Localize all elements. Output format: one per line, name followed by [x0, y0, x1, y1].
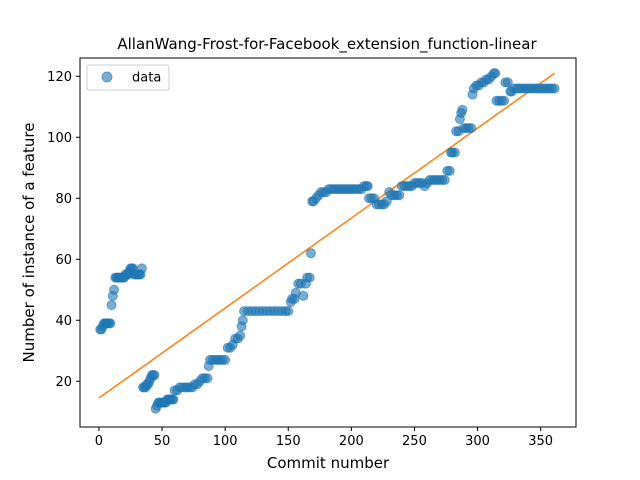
fit-line: [98, 72, 555, 399]
y-tick-label: 120: [47, 70, 72, 85]
x-tick-label: 200: [339, 434, 364, 449]
data-point: [237, 315, 248, 326]
data-point: [149, 370, 160, 381]
data-point: [136, 263, 147, 274]
x-axis-label: Commit number: [267, 454, 390, 472]
y-tick-label: 80: [55, 192, 72, 207]
data-point: [106, 300, 117, 311]
plot-area: [95, 68, 560, 414]
data-point: [305, 248, 316, 259]
y-tick-label: 20: [55, 375, 72, 390]
data-point: [466, 123, 477, 134]
x-tick-label: 250: [402, 434, 427, 449]
x-tick-label: 50: [154, 434, 171, 449]
legend-marker: [101, 71, 113, 83]
data-point: [202, 373, 213, 384]
axes-frame: [79, 57, 577, 428]
data-point: [105, 318, 116, 329]
data-point: [304, 272, 315, 283]
x-axis: 0 50 100 150 200 250 300 350: [95, 427, 553, 449]
x-tick-label: 350: [528, 434, 553, 449]
x-tick-label: 150: [276, 434, 301, 449]
y-axis-label: Number of instance of a feature: [20, 123, 38, 363]
data-point: [449, 147, 460, 158]
legend-label-data: data: [132, 71, 161, 86]
x-tick-label: 300: [465, 434, 490, 449]
data-point: [220, 354, 231, 365]
y-tick-label: 100: [47, 131, 72, 146]
data-point: [457, 104, 468, 115]
legend-box: [86, 64, 170, 91]
data-point: [394, 190, 405, 201]
data-point: [168, 394, 179, 405]
data-point: [549, 83, 560, 94]
data-point: [298, 290, 309, 301]
data-point: [235, 330, 246, 341]
data-point: [490, 68, 501, 79]
x-tick-label: 0: [95, 434, 103, 449]
data-point: [499, 95, 510, 106]
data-point: [283, 306, 294, 317]
y-tick-label: 60: [55, 253, 72, 268]
data-point: [502, 77, 513, 88]
data-point: [444, 165, 455, 176]
y-axis: 20 40 60 80 100 120: [47, 70, 80, 390]
data-point: [362, 181, 373, 192]
x-tick-label: 100: [213, 434, 238, 449]
data-point: [439, 174, 450, 185]
y-tick-label: 40: [55, 314, 72, 329]
data-point: [109, 284, 120, 295]
chart-title: AllanWang-Frost-for-Facebook_extension_f…: [117, 35, 537, 54]
legend: data: [86, 64, 170, 91]
